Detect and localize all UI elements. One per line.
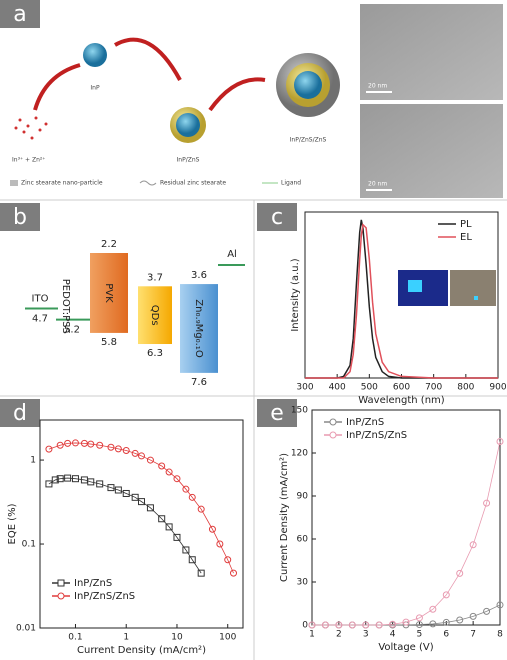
legend-text: InP/ZnS/ZnS [346,430,407,441]
arrow [115,40,180,80]
energy-value: 3.7 [147,272,163,283]
y-axis-title: EQE (%) [7,503,18,544]
legend-text: InP/ZnS [74,578,112,589]
layer-label: Al [227,249,237,260]
y-tick-label: 0.1 [22,540,36,550]
legend-text: Residual zinc stearate [160,180,226,187]
inset-glow [474,296,478,300]
panel-label: c [271,205,283,230]
inp-label: InP [90,85,100,92]
legend-text: Zinc stearate nano-particle [21,180,103,187]
x-axis-title: Current Density (mA/cm²) [77,645,206,656]
energy-value: 7.6 [191,377,207,388]
legend-marker [58,580,64,586]
x-tick-label: 0.1 [68,633,82,643]
x-tick-label: 500 [361,383,378,393]
x-tick-label: 300 [296,383,313,393]
series-line [312,442,500,625]
y-tick-label: 120 [291,449,308,459]
energy-value: 5.8 [101,337,117,348]
y-tick-label: 90 [297,492,309,502]
layer-label: PVK [103,283,114,303]
energy-value: 4.7 [32,314,48,325]
legend-swatch [10,180,18,186]
inset-photo [450,270,496,306]
inset-glow [408,280,422,292]
legend-text: PL [460,219,472,230]
x-tick-label: 7 [470,630,476,640]
x-tick-label: 100 [219,633,236,643]
figure: In³⁺ + Zn²⁺ InP InP/ZnS InP/ZnS/ZnS 20 n… [0,0,507,660]
x-tick-label: 5 [417,630,423,640]
legend-text: EL [460,232,472,243]
x-axis-title: Wavelength (nm) [358,395,444,406]
layer-label: PEDOT:PSS [60,279,71,334]
panel-label: a [13,2,26,27]
x-tick-label: 400 [329,383,346,393]
x-tick-label: 1 [309,630,315,640]
inp-sphere [176,113,200,137]
layer-label: Zn₀.₉Mg₀.₁O [193,299,204,358]
precursor-dots [15,117,48,140]
x-tick-label: 800 [457,383,474,393]
panel-label: b [13,205,27,230]
x-tick-label: 3 [363,630,369,640]
inp-sphere [83,43,107,67]
shell1-label: InP/ZnS [177,157,200,164]
x-tick-label: 1 [123,633,129,643]
y-axis-title: Intensity (a.u.) [290,258,301,331]
x-tick-label: 8 [497,630,503,640]
scale-label: 20 nm [368,181,387,188]
series-line [49,478,201,573]
scale-label: 20 nm [368,83,387,90]
y-axis-title: Current Density (mA/cm²) [279,453,290,582]
legend-marker [330,432,336,438]
y-tick-label: 30 [297,578,309,588]
plot-frame [312,410,500,625]
inp-sphere [294,71,322,99]
layer-label: ITO [32,294,49,305]
legend-text: InP/ZnS/ZnS [74,591,135,602]
x-tick-label: 900 [489,383,506,393]
x-tick-label: 2 [336,630,342,640]
x-tick-label: 700 [425,383,442,393]
panel-a: In³⁺ + Zn²⁺ InP InP/ZnS InP/ZnS/ZnS 20 n… [10,4,503,198]
arrow [35,65,80,110]
legend-marker [58,593,64,599]
arrow [210,79,265,110]
legend-marker [330,419,336,425]
legend-swatch [140,181,156,185]
x-tick-label: 600 [393,383,410,393]
y-tick-label: 60 [297,535,309,545]
x-tick-label: 6 [443,630,449,640]
energy-value: 6.3 [147,348,163,359]
legend-text: Ligand [281,180,301,187]
y-tick-label: 0.01 [16,624,36,634]
shell2-label: InP/ZnS/ZnS [290,137,327,144]
plot-frame [40,420,243,628]
y-tick-label: 0 [302,621,308,631]
series-line [49,443,234,573]
energy-value: 3.6 [191,270,207,281]
y-tick-label: 150 [291,406,308,416]
x-axis-title: Voltage (V) [378,642,433,653]
panel-label: e [270,401,284,426]
precursor-label: In³⁺ + Zn²⁺ [12,157,45,164]
panel-label: d [13,401,27,426]
energy-value: 2.2 [101,239,117,250]
x-tick-label: 4 [390,630,396,640]
layer-label: QDs [149,305,160,326]
x-tick-label: 10 [171,633,183,643]
inset-photo [398,270,448,306]
y-tick-label: 1 [30,456,36,466]
legend-text: InP/ZnS [346,417,384,428]
